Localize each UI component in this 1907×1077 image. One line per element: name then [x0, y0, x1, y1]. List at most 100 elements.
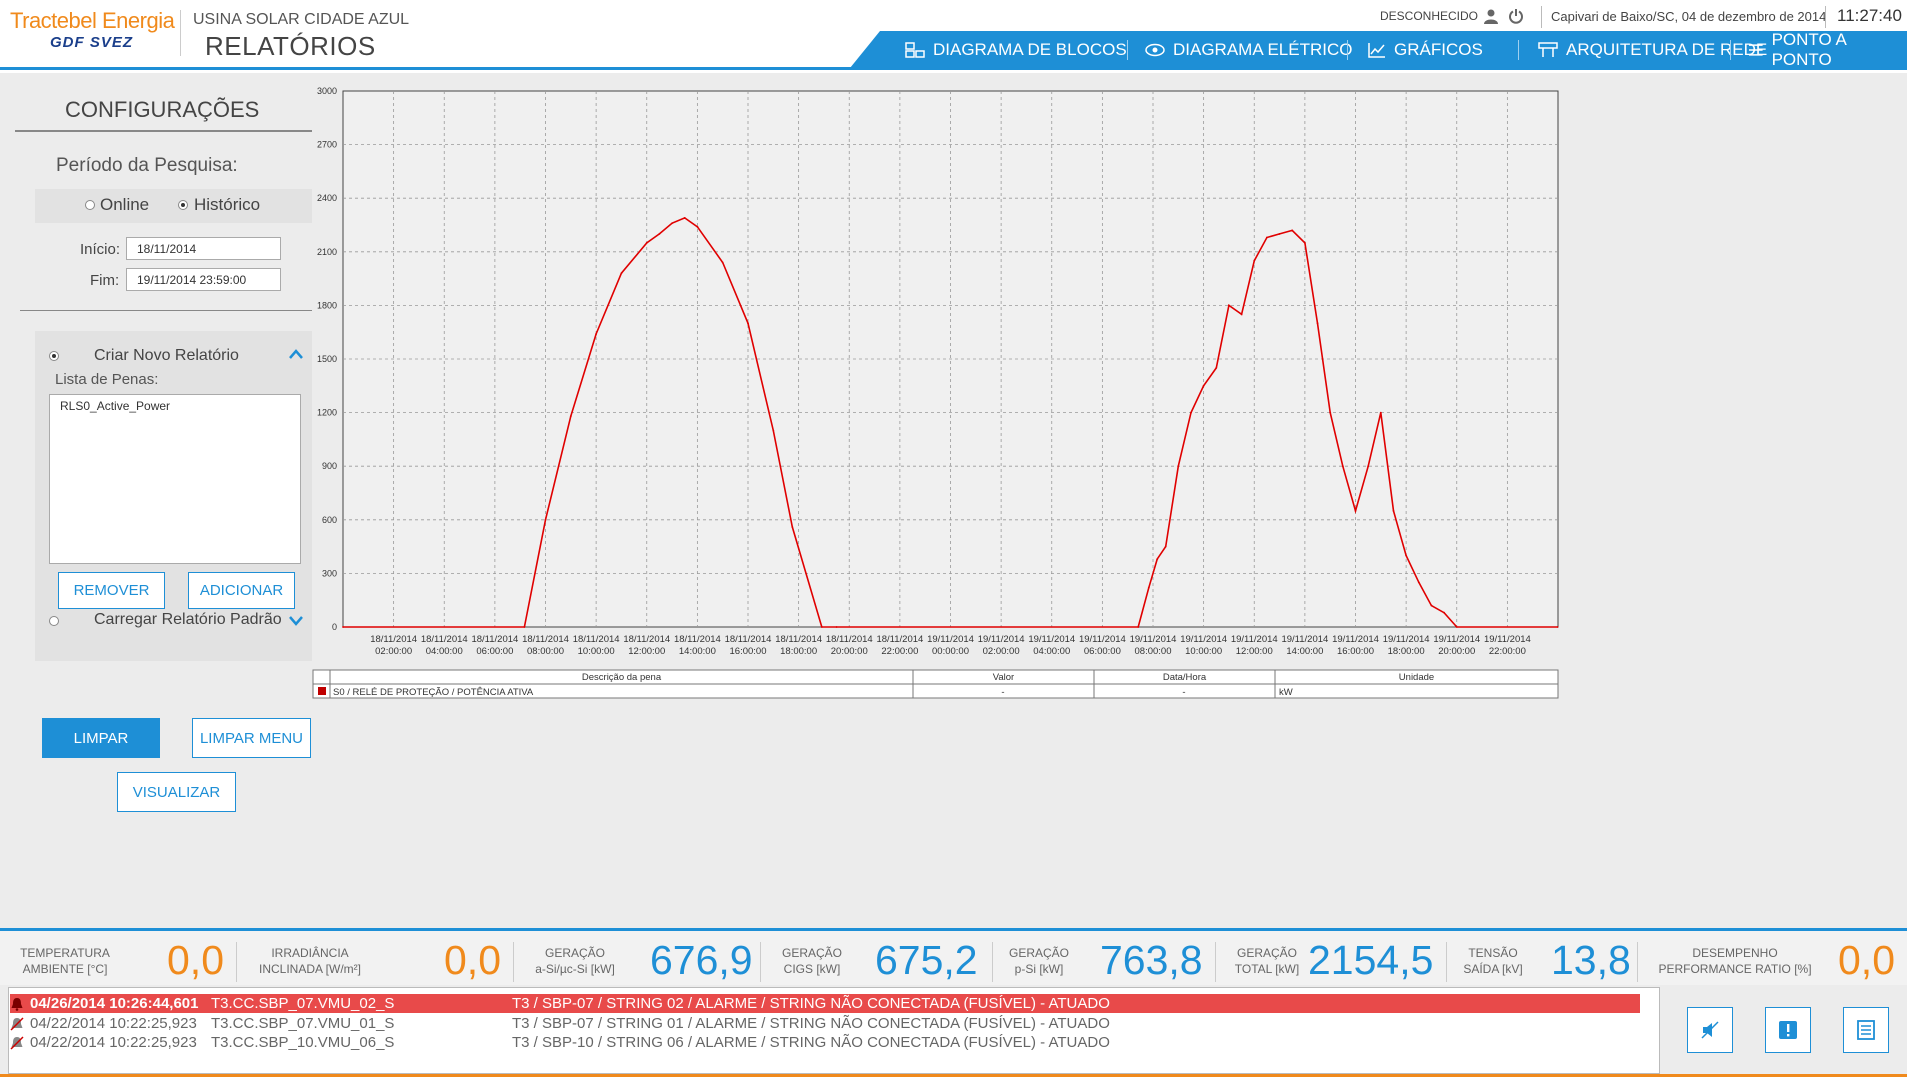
start-date-field[interactable] — [126, 237, 281, 260]
nav-label: ARQUITETURA DE REDE — [1566, 39, 1768, 59]
metric-separator — [513, 942, 514, 982]
alarm-tag: T3.CC.SBP_07.VMU_02_S — [211, 995, 395, 1012]
metric-label-line: PERFORMANCE RATIO [%] — [1658, 962, 1812, 976]
user-icon[interactable] — [1483, 8, 1499, 24]
x-tick-time: 12:00:00 — [628, 646, 665, 657]
x-tick-time: 04:00:00 — [1033, 646, 1070, 657]
x-tick-date: 18/11/2014 — [674, 634, 721, 645]
nav-arquitetura-rede[interactable]: ARQUITETURA DE REDE — [1538, 31, 1767, 68]
metric-separator — [1637, 942, 1638, 982]
series-point — [1354, 509, 1357, 512]
metric-label-line: TENSÃO — [1468, 946, 1518, 960]
power-icon[interactable] — [1508, 8, 1524, 24]
x-tick-time: 02:00:00 — [983, 646, 1020, 657]
x-tick-date: 18/11/2014 — [573, 634, 620, 645]
series-point — [721, 261, 724, 264]
connection-status: DESCONHECIDO — [1380, 9, 1479, 23]
header-separator — [1825, 6, 1826, 28]
series-point — [1303, 241, 1306, 244]
metric-separator — [760, 942, 761, 982]
nav-ponto-a-ponto[interactable]: PONTO A PONTO — [1748, 31, 1907, 68]
metric-label-line: INCLINADA [W/m²] — [258, 962, 361, 976]
nav-separator — [1127, 40, 1128, 60]
page-title: RELATÓRIOS — [205, 31, 376, 61]
radio-load-report[interactable] — [49, 616, 59, 626]
series-point — [671, 222, 673, 225]
metric-label-line: a-Si/µc-Si [kW] — [535, 962, 615, 976]
y-tick-label: 600 — [322, 515, 337, 525]
x-tick-date: 18/11/2014 — [623, 634, 670, 645]
alarm-row[interactable]: 04/22/2014 10:22:25,923 T3.CC.SBP_07.VMU… — [10, 1014, 1640, 1033]
clear-menu-button[interactable]: LIMPAR MENU — [192, 718, 311, 758]
document-icon — [1857, 1020, 1875, 1040]
x-tick-date: 19/11/2014 — [1231, 634, 1278, 645]
x-tick-time: 00:00:00 — [932, 646, 969, 657]
power-chart[interactable]: 0 300 600 900 1200 1500 1800 2100 2400 2700 3000 18… — [0, 73, 1907, 928]
remove-button[interactable]: REMOVER — [58, 572, 165, 609]
clock: 11:27:40 — [1837, 6, 1902, 25]
series-point — [1202, 384, 1205, 387]
radio-new-report[interactable] — [49, 351, 59, 361]
alarm-tag: T3.CC.SBP_10.VMU_06_S — [211, 1034, 395, 1051]
x-tick-time: 20:00:00 — [1438, 646, 1475, 657]
view-button[interactable]: VISUALIZAR — [117, 772, 236, 812]
x-tick-date: 18/11/2014 — [522, 634, 569, 645]
nav-graficos[interactable]: GRÁFICOS — [1368, 31, 1483, 68]
x-tick-date: 19/11/2014 — [1484, 634, 1531, 645]
header-separator — [1541, 6, 1542, 28]
plant-name: USINA SOLAR CIDADE AZUL — [193, 11, 410, 28]
alarm-list[interactable]: 04/26/2014 10:26:44,601 T3.CC.SBP_07.VMU… — [8, 987, 1660, 1074]
eye-icon — [1145, 43, 1165, 56]
chevron-up-icon[interactable] — [289, 349, 303, 359]
series-point — [1417, 581, 1420, 584]
chevron-down-icon[interactable] — [289, 616, 303, 626]
nav-label: DIAGRAMA DE BLOCOS — [933, 39, 1127, 59]
metric-label-geracao-psi: GERAÇÃO p-Si [kW] — [1004, 945, 1074, 977]
alarm-time: 04/22/2014 10:22:25,923 — [30, 1034, 197, 1051]
add-button[interactable]: ADICIONAR — [188, 572, 295, 609]
series-point — [791, 526, 794, 528]
series-point — [1156, 558, 1159, 561]
x-tick-time: 08:00:00 — [527, 646, 564, 657]
legend-header: Descrição da pena — [582, 672, 662, 683]
x-tick-time: 22:00:00 — [1489, 646, 1526, 657]
clear-button[interactable]: LIMPAR — [42, 718, 160, 758]
metric-label-desempenho: DESEMPENHO PERFORMANCE RATIO [%] — [1650, 945, 1820, 977]
nav-separator — [1518, 40, 1519, 60]
legend-datahora: - — [1182, 687, 1185, 698]
radio-online-label: Online — [100, 195, 150, 214]
x-tick-time: 18:00:00 — [780, 646, 817, 657]
x-tick-time: 18:00:00 — [1388, 646, 1425, 657]
metric-label-temperatura: TEMPERATURA AMBIENTE [°C] — [10, 945, 120, 977]
pen-item[interactable]: RLS0_Active_Power — [60, 399, 171, 413]
radio-online[interactable] — [85, 200, 95, 210]
start-label: Início: — [80, 241, 121, 258]
end-date-field[interactable] — [126, 268, 281, 291]
pens-list[interactable]: RLS0_Active_Power — [49, 394, 301, 564]
legend-unidade: kW — [1279, 687, 1293, 698]
alarm-ack-button[interactable] — [1765, 1007, 1811, 1053]
series-point — [1164, 545, 1167, 548]
series-point — [696, 225, 699, 228]
alarm-row[interactable]: 04/22/2014 10:22:25,923 T3.CC.SBP_10.VMU… — [10, 1033, 1640, 1052]
series-point — [1430, 604, 1433, 607]
bell-icon — [11, 997, 23, 1011]
nav-diagrama-blocos[interactable]: DIAGRAMA DE BLOCOS — [905, 31, 1127, 68]
event-log-button[interactable] — [1843, 1007, 1889, 1053]
series-point — [1147, 586, 1150, 589]
x-tick-time: 14:00:00 — [679, 646, 716, 657]
series-point — [1266, 236, 1268, 239]
metric-label-geracao-asi: GERAÇÃO a-Si/µc-Si [kW] — [527, 945, 623, 977]
mute-button[interactable] — [1687, 1007, 1733, 1053]
series-point — [1228, 304, 1230, 307]
radio-historico[interactable] — [178, 200, 188, 210]
nav-diagrama-eletrico[interactable]: DIAGRAMA ELÉTRICO — [1145, 31, 1352, 68]
alarm-time: 04/26/2014 10:26:44,601 — [30, 995, 199, 1012]
alarm-row[interactable]: 04/26/2014 10:26:44,601 T3.CC.SBP_07.VMU… — [10, 994, 1640, 1013]
legend-valor: - — [1001, 687, 1004, 698]
metric-label-geracao-total: GERAÇÃO TOTAL [kW] — [1227, 945, 1307, 977]
metric-value-temperatura: 0,0 — [167, 937, 224, 983]
series-point — [569, 415, 572, 418]
series-point — [1379, 411, 1382, 414]
metric-separator — [1215, 942, 1216, 982]
